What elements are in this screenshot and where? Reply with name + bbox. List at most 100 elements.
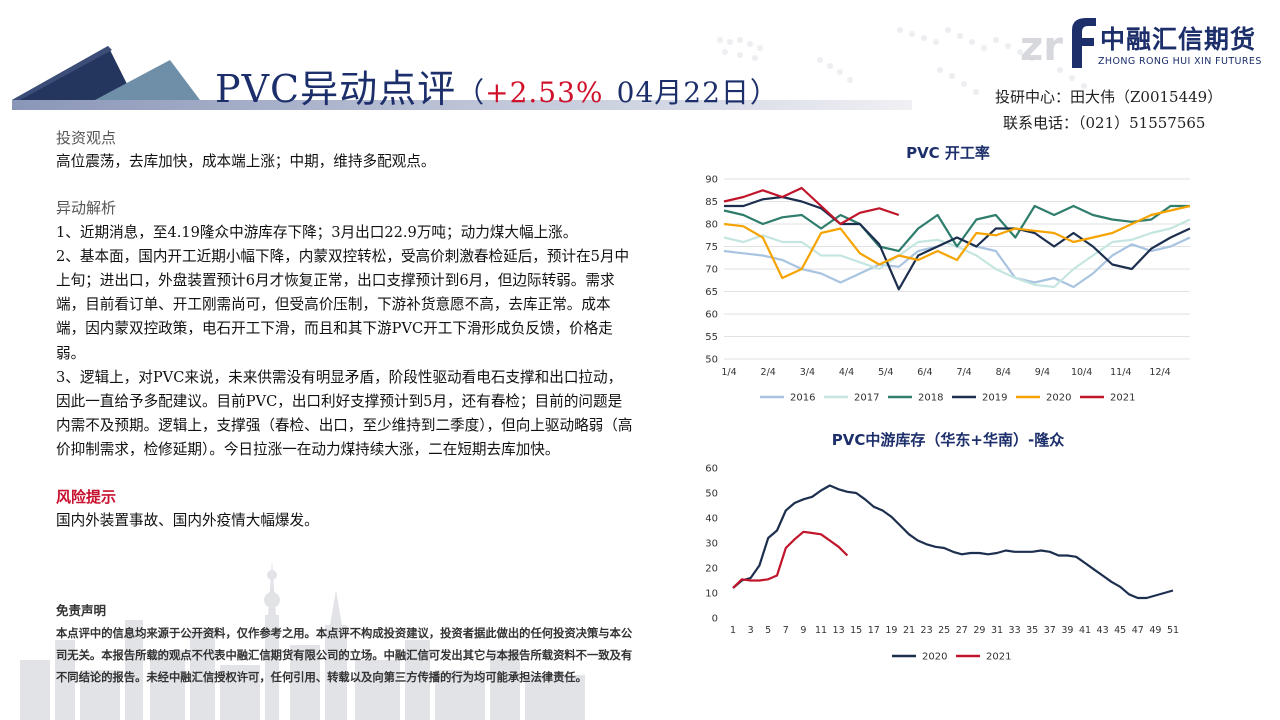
x-tick-label: 4/4 [839, 367, 854, 378]
y-tick-label: 50 [705, 355, 718, 366]
chart-title: PVC 开工率 [906, 144, 990, 162]
legend-label-2021: 2021 [1110, 393, 1135, 404]
page-title: PVC异动点评（+2.53% 04月22日） [215, 58, 779, 113]
y-tick-label: 10 [705, 589, 718, 600]
series-line-2021 [732, 530, 849, 589]
y-tick-label: 70 [705, 265, 718, 276]
y-tick-label: 50 [705, 489, 718, 500]
views-title: 投资观点 [56, 129, 117, 147]
x-tick-label: 49 [1149, 625, 1161, 636]
banner-triangle-light [95, 60, 200, 100]
x-tick-label: 8/4 [996, 367, 1011, 378]
x-tick-label: 37 [1044, 625, 1056, 636]
x-tick-label: 13 [833, 625, 845, 636]
x-tick-label: 9/4 [1035, 367, 1050, 378]
legend-label-2020: 2020 [1046, 393, 1071, 404]
title-date: 04月22日 [616, 76, 750, 109]
y-tick-label: 80 [705, 220, 718, 231]
x-tick-label: 5/4 [878, 367, 893, 378]
x-tick-label: 33 [1009, 625, 1021, 636]
legend-label-2018: 2018 [918, 393, 943, 404]
title-paren-close: ） [749, 76, 779, 109]
legend-label-2021: 2021 [986, 652, 1011, 663]
x-tick-label: 5 [765, 625, 771, 636]
report-body: 投资观点 高位震荡，去库加快，成本端上涨；中期，维持多配观点。 异动解析 1、近… [56, 126, 636, 533]
x-tick-label: 3/4 [800, 367, 815, 378]
chart-title: PVC中游库存（华东+华南）-隆众 [832, 431, 1064, 449]
analysis-point-3: 3、逻辑上，对PVC来说，未来供需没有明显矛盾，阶段性驱动看电石支撑和出口拉动，… [56, 368, 633, 459]
title-main: PVC异动点评 [215, 67, 457, 111]
y-tick-label: 55 [705, 332, 718, 343]
y-tick-label: 65 [705, 287, 718, 298]
y-tick-label: 90 [705, 175, 718, 186]
city-skyline-watermark [20, 560, 585, 720]
analysis-point-2: 2、基本面，国内开工近期小幅下降，内蒙双控转松，受高价刺激春检延后，预计在5月中… [56, 247, 630, 362]
y-tick-label: 20 [705, 564, 718, 575]
logo-name-en: ZHONG RONG HUI XIN FUTURES [1098, 56, 1262, 67]
y-tick-label: 60 [705, 464, 718, 475]
x-tick-label: 6/4 [917, 367, 932, 378]
x-tick-label: 29 [973, 625, 985, 636]
series-line-2021 [723, 186, 900, 226]
y-tick-label: 0 [712, 614, 718, 625]
analysis-point-1: 1、近期消息，至4.19隆众中游库存下降；3月出口22.9万吨；动力煤大幅上涨。 [56, 223, 578, 241]
y-tick-label: 30 [705, 539, 718, 550]
x-tick-label: 17 [868, 625, 880, 636]
x-tick-label: 39 [1061, 625, 1073, 636]
world-map-watermark [717, 27, 1087, 95]
x-tick-label: 11/4 [1110, 367, 1131, 378]
header-banner [12, 46, 912, 110]
x-tick-label: 31 [991, 625, 1003, 636]
logo-zr-mark: zr [1020, 24, 1063, 70]
x-tick-label: 51 [1167, 625, 1179, 636]
banner-rule [12, 100, 912, 110]
y-tick-label: 85 [705, 197, 718, 208]
x-tick-label: 9 [800, 625, 806, 636]
x-tick-label: 35 [1026, 625, 1038, 636]
contact-info: 投研中心：田大伟（Z0015449） 联系电话：（021）51557565 [995, 84, 1222, 136]
legend-label-2017: 2017 [854, 393, 879, 404]
disclaimer-title: 免责声明 [56, 603, 107, 618]
x-tick-label: 25 [938, 625, 950, 636]
x-tick-label: 41 [1079, 625, 1091, 636]
legend-label-2019: 2019 [982, 393, 1007, 404]
x-tick-label: 3 [748, 625, 754, 636]
disclaimer: 免责声明 本点评中的信息均来源于公开资料，仅作参考之用。本点评不构成投资建议，投… [56, 600, 636, 688]
x-tick-label: 21 [903, 625, 915, 636]
risk-title: 风险提示 [56, 487, 117, 506]
y-tick-label: 60 [705, 310, 718, 321]
x-tick-label: 15 [850, 625, 862, 636]
x-tick-label: 2/4 [761, 367, 776, 378]
x-tick-label: 19 [885, 625, 897, 636]
x-tick-label: 27 [956, 625, 968, 636]
phone-line: 联系电话：（021）51557565 [1003, 114, 1206, 132]
analysis-title: 异动解析 [56, 199, 117, 218]
chart-operating-rate: PVC 开工率 50 55 60 65 70 75 80 85 90 1/4 2/4 3/4 4/4 5/4… [705, 144, 1191, 404]
x-tick-label: 7 [783, 625, 789, 636]
change-percent: +2.53% [485, 76, 604, 109]
series-line-2019 [724, 195, 1191, 291]
series-line-2020 [723, 204, 1191, 280]
legend-label-2020: 2020 [922, 652, 947, 663]
x-tick-label: 1 [730, 625, 736, 636]
legend-label-2016: 2016 [790, 393, 815, 404]
x-tick-label: 10/4 [1071, 367, 1092, 378]
x-tick-label: 12/4 [1149, 367, 1170, 378]
x-tick-label: 43 [1097, 625, 1109, 636]
views-text: 高位震荡，去库加快，成本端上涨；中期，维持多配观点。 [56, 153, 436, 171]
series-line-2020 [732, 484, 1174, 600]
analyst-line: 投研中心：田大伟（Z0015449） [995, 88, 1223, 106]
y-tick-label: 75 [705, 242, 718, 253]
x-tick-label: 11 [815, 625, 827, 636]
series-line-2018 [723, 204, 1190, 253]
x-tick-label: 23 [921, 625, 933, 636]
x-tick-label: 7/4 [956, 367, 971, 378]
x-tick-label: 1/4 [721, 367, 736, 378]
title-paren-open: （ [456, 76, 486, 109]
logo-f-mark [1072, 18, 1096, 68]
risk-text: 国内外装置事故、国内外疫情大幅爆发。 [56, 511, 319, 529]
logo-name-zh: 中融汇信期货 [1100, 25, 1257, 54]
disclaimer-text: 本点评中的信息均来源于公开资料，仅作参考之用。本点评不构成投资建议，投资者据此做… [56, 626, 633, 684]
x-tick-label: 47 [1132, 625, 1144, 636]
